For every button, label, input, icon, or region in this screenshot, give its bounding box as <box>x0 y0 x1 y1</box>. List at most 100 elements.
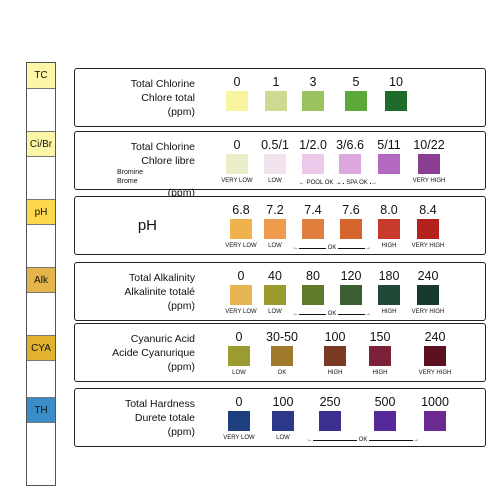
strip-gap <box>27 435 55 485</box>
swatch-tag: HIGH <box>327 370 343 376</box>
color-swatch <box>319 411 341 431</box>
swatch-tag: LOW <box>268 243 282 249</box>
strip-pad-ph: pH <box>27 199 55 225</box>
color-swatch <box>302 219 324 239</box>
swatch-value: 1/2.0 <box>299 138 327 152</box>
color-swatch <box>424 346 446 366</box>
swatch-value: 7.2 <box>266 203 284 217</box>
swatch-alk-4: 180 HIGH <box>365 269 413 316</box>
swatch-value: 5 <box>352 75 360 89</box>
strip-gap <box>27 307 55 335</box>
panel-label-line: pH <box>137 217 157 234</box>
range-label: OK <box>358 437 368 443</box>
swatch-tag: HIGH <box>381 243 397 249</box>
strip-pad-ci-br: Ci/Br <box>27 131 55 157</box>
range-line <box>313 439 357 441</box>
panel-label-line: (ppm) <box>167 361 195 373</box>
strip-pad-alk: Alk <box>27 267 55 293</box>
swatch-value: 0 <box>235 395 243 409</box>
swatch-value: 80 <box>306 269 320 283</box>
range-indicator: ← POOL OK → <box>298 179 342 187</box>
panel-label-line: Total Hardness <box>124 398 195 410</box>
swatch-tag: LOW <box>232 370 246 376</box>
arrow-left-icon: ← <box>307 437 313 443</box>
swatch-fc-2: 1/2.0 <box>289 138 337 177</box>
color-swatch <box>302 91 324 111</box>
swatch-value: 250 <box>319 395 341 409</box>
panel-label-line: Chlore total <box>141 92 195 104</box>
swatch-value: 500 <box>374 395 396 409</box>
strip-gap <box>27 237 55 267</box>
swatch-tag: VERY LOW <box>225 309 257 315</box>
arrow-right-icon: → <box>335 180 342 186</box>
swatch-value: 0 <box>233 138 241 152</box>
color-swatch <box>417 219 439 239</box>
swatch-value: 10/22 <box>413 138 445 152</box>
swatch-alk-3: 120 <box>327 269 375 308</box>
swatch-fc-0: 0 VERY LOW <box>213 138 261 185</box>
swatch-value: 100 <box>324 330 346 344</box>
range-indicator: ← OK → <box>307 436 419 444</box>
range-indicator: ← OK → <box>293 310 371 318</box>
swatch-tag: VERY LOW <box>223 435 255 441</box>
swatch-tc-4: 10 <box>372 75 420 114</box>
swatch-tag: HIGH <box>381 309 397 315</box>
panel-ph: pH 6.8 VERY LOW 7.2 LOW 7.4 7.6 8.0 HIGH 8.4 VERY … <box>74 196 486 255</box>
panel-label: Total Alkalinity Alkalinite totalé (ppm) <box>75 271 195 313</box>
range-line <box>343 182 345 184</box>
panel-label-line: (ppm) <box>167 300 195 312</box>
panel-label-line: Alkalinite totalé <box>124 286 195 298</box>
arrow-right-icon: → <box>365 311 372 317</box>
color-swatch <box>418 154 440 174</box>
panel-label-line: (ppm) <box>167 106 195 118</box>
swatch-fc-5: 10/22 VERY HIGH <box>405 138 453 185</box>
swatch-tag: VERY LOW <box>221 178 253 184</box>
panel-label: Total Chlorine Chlore libre Bromine Brome (p… <box>75 140 195 200</box>
color-swatch <box>369 346 391 366</box>
swatch-tag: OK <box>277 370 287 376</box>
swatch-value: 7.4 <box>304 203 322 217</box>
swatch-value: 120 <box>340 269 362 283</box>
swatch-alk-5: 240 VERY HIGH <box>404 269 452 316</box>
swatch-tc-2: 3 <box>289 75 337 114</box>
swatch-th-3: 500 <box>361 395 409 434</box>
swatch-value: 0 <box>235 330 243 344</box>
panel-label-line: Acide Cyanurique <box>112 347 195 359</box>
range-label: SPA OK <box>346 180 368 186</box>
swatch-value: 0 <box>233 75 241 89</box>
swatch-ph-2: 7.4 <box>289 203 337 242</box>
arrow-left-icon: ← <box>298 180 305 186</box>
color-swatch <box>226 91 248 111</box>
range-line <box>299 313 326 315</box>
color-swatch <box>339 154 361 174</box>
swatch-th-2: 250 <box>306 395 354 434</box>
color-swatch <box>340 219 362 239</box>
panel-label-line: Durete totale <box>134 412 195 424</box>
color-swatch <box>378 154 400 174</box>
swatch-value: 180 <box>378 269 400 283</box>
color-swatch <box>230 285 252 305</box>
panel-label-line: (ppm) <box>167 426 195 438</box>
swatch-cya-4: 240 VERY HIGH <box>411 330 459 377</box>
swatch-th-4: 1000 <box>411 395 459 434</box>
panel-label-line: Total Alkalinity <box>129 272 195 284</box>
swatch-tag: VERY HIGH <box>411 309 445 315</box>
panel-tc: Total Chlorine Chlore total (ppm) 0 1 3 5 10 <box>74 68 486 127</box>
color-swatch <box>264 219 286 239</box>
swatch-tag: VERY HIGH <box>411 243 445 249</box>
swatch-ph-3: 7.6 <box>327 203 375 242</box>
range-line <box>338 313 366 315</box>
panel-th: Total Hardness Durete totale (ppm) 0 VERY LO… <box>74 388 486 447</box>
color-swatch <box>230 219 252 239</box>
color-swatch <box>378 285 400 305</box>
range-indicator: ← SPA OK → <box>337 179 377 187</box>
color-swatch <box>228 346 250 366</box>
color-swatch <box>417 285 439 305</box>
swatch-cya-2: 100 HIGH <box>311 330 359 377</box>
arrow-left-icon: ← <box>337 180 343 186</box>
arrow-right-icon: → <box>365 245 372 251</box>
swatch-value: 0.5/1 <box>261 138 289 152</box>
swatch-alk-1: 40 LOW <box>251 269 299 316</box>
swatch-cya-3: 150 HIGH <box>356 330 404 377</box>
swatch-ph-0: 6.8 VERY LOW <box>217 203 265 250</box>
